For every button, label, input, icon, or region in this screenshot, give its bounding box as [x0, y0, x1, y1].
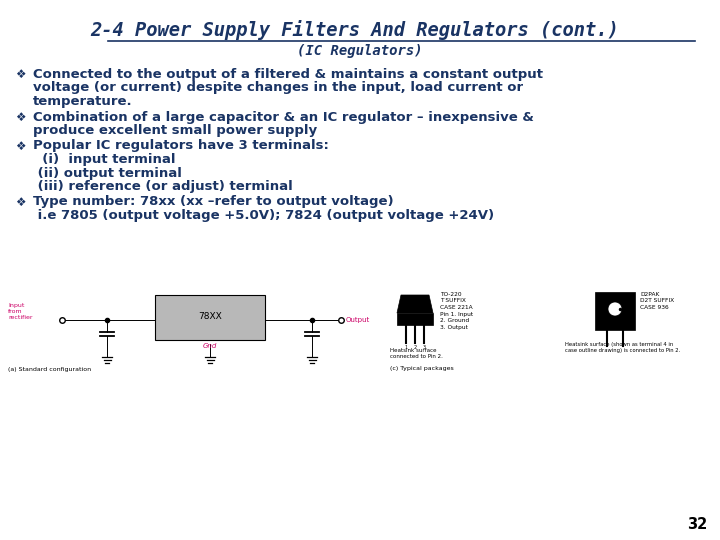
- Text: 78XX: 78XX: [198, 312, 222, 321]
- Text: Input
from
rectifier: Input from rectifier: [8, 303, 32, 320]
- Text: i.e 7805 (output voltage +5.0V); 7824 (output voltage +24V): i.e 7805 (output voltage +5.0V); 7824 (o…: [33, 209, 494, 222]
- Text: Pin 1. Input
2. Ground
3. Output: Pin 1. Input 2. Ground 3. Output: [440, 312, 473, 330]
- Text: ❖: ❖: [15, 111, 25, 124]
- Text: 2-4 Power Supply Filters And Regulators (cont.): 2-4 Power Supply Filters And Regulators …: [91, 20, 619, 40]
- Bar: [155, 295, 265, 340]
- Text: Heatsink surface
connected to Pin 2.: Heatsink surface connected to Pin 2.: [390, 348, 443, 359]
- Text: Output: Output: [346, 317, 370, 323]
- Text: temperature.: temperature.: [33, 95, 132, 108]
- Text: D2PAK
D2T SUFFIX
CASE 936: D2PAK D2T SUFFIX CASE 936: [640, 292, 674, 310]
- Text: (c) Typical packages: (c) Typical packages: [390, 366, 454, 371]
- Text: voltage (or current) despite changes in the input, load current or: voltage (or current) despite changes in …: [33, 82, 523, 94]
- Circle shape: [608, 302, 622, 316]
- Text: 3: 3: [423, 345, 426, 350]
- Text: (a) Standard configuration: (a) Standard configuration: [8, 367, 91, 372]
- Text: Gnd: Gnd: [203, 343, 217, 349]
- Text: 1: 1: [405, 345, 408, 350]
- Text: Type number: 78xx (xx –refer to output voltage): Type number: 78xx (xx –refer to output v…: [33, 195, 394, 208]
- Text: (IC Regulators): (IC Regulators): [297, 44, 423, 58]
- Text: Heatsink surface (shown as terminal 4 in
case outline drawing) is connected to P: Heatsink surface (shown as terminal 4 in…: [565, 342, 680, 353]
- Text: Popular IC regulators have 3 terminals:: Popular IC regulators have 3 terminals:: [33, 139, 329, 152]
- Polygon shape: [397, 313, 433, 325]
- Text: (ii) output terminal: (ii) output terminal: [33, 166, 182, 179]
- Polygon shape: [397, 295, 433, 313]
- Text: TO-220
T SUFFIX
CASE 221A: TO-220 T SUFFIX CASE 221A: [440, 292, 472, 310]
- Text: ❖: ❖: [15, 139, 25, 152]
- Text: ❖: ❖: [15, 195, 25, 208]
- Text: Connected to the output of a filtered & maintains a constant output: Connected to the output of a filtered & …: [33, 68, 543, 81]
- Bar: [595, 292, 635, 330]
- Text: (iii) reference (or adjust) terminal: (iii) reference (or adjust) terminal: [33, 180, 293, 193]
- Text: ❖: ❖: [15, 68, 25, 81]
- Text: Combination of a large capacitor & an IC regulator – inexpensive &: Combination of a large capacitor & an IC…: [33, 111, 534, 124]
- Text: produce excellent small power supply: produce excellent small power supply: [33, 124, 317, 137]
- Text: 2: 2: [413, 345, 417, 350]
- Text: 32: 32: [687, 517, 707, 532]
- Text: (i)  input terminal: (i) input terminal: [33, 153, 176, 166]
